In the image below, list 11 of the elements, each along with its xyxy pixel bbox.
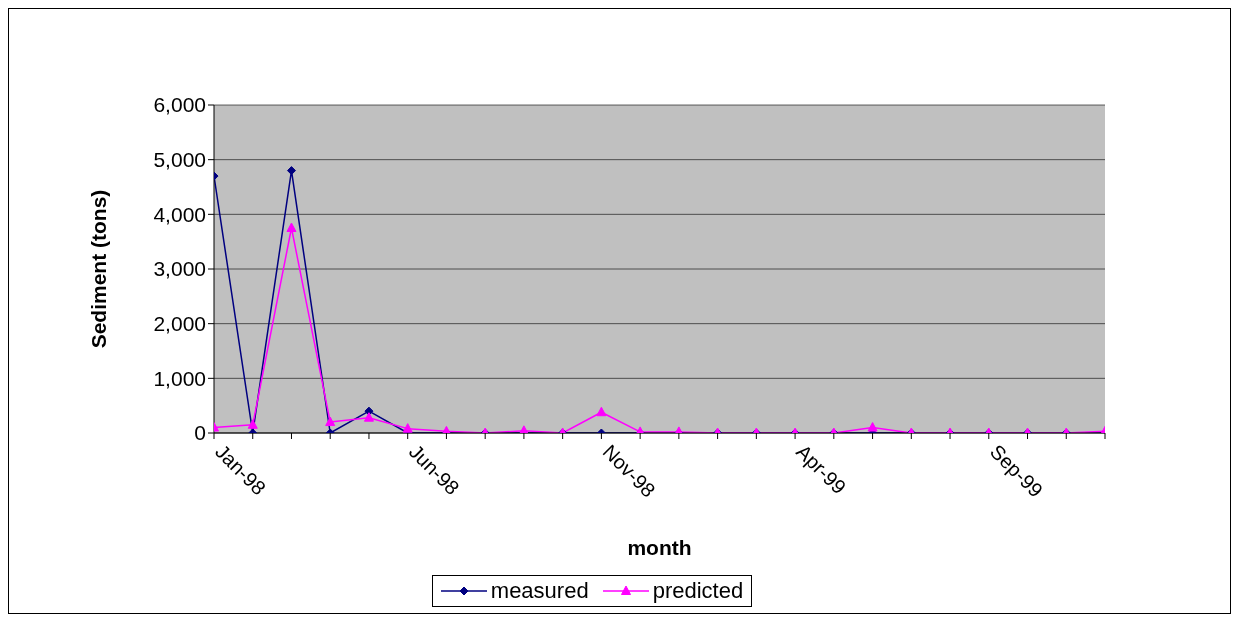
y-tick-label: 6,000	[153, 93, 206, 117]
y-axis-title: Sediment (tons)	[87, 189, 111, 349]
legend-label: predicted	[652, 578, 744, 604]
legend-label: measured	[490, 578, 589, 604]
y-tick-label: 1,000	[153, 366, 206, 390]
y-tick-label: 5,000	[153, 148, 206, 172]
y-tick-label: 0	[194, 421, 206, 445]
x-axis-title: month	[627, 536, 692, 559]
y-tick-label: 3,000	[153, 257, 206, 281]
y-tick-label: 2,000	[153, 312, 206, 336]
y-tick-label: 4,000	[153, 202, 206, 226]
